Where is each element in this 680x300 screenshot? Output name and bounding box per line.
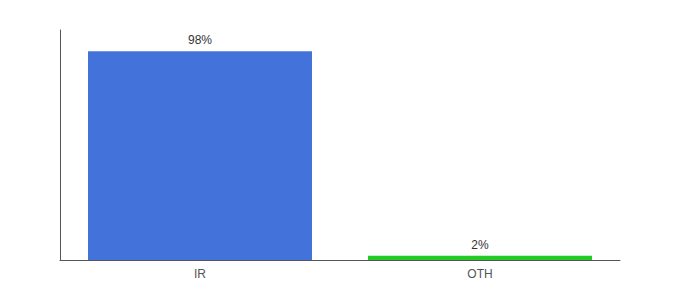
svg-text:98%: 98% <box>188 33 212 47</box>
svg-text:IR: IR <box>194 267 206 281</box>
svg-text:OTH: OTH <box>467 267 492 281</box>
svg-text:2%: 2% <box>471 238 489 252</box>
